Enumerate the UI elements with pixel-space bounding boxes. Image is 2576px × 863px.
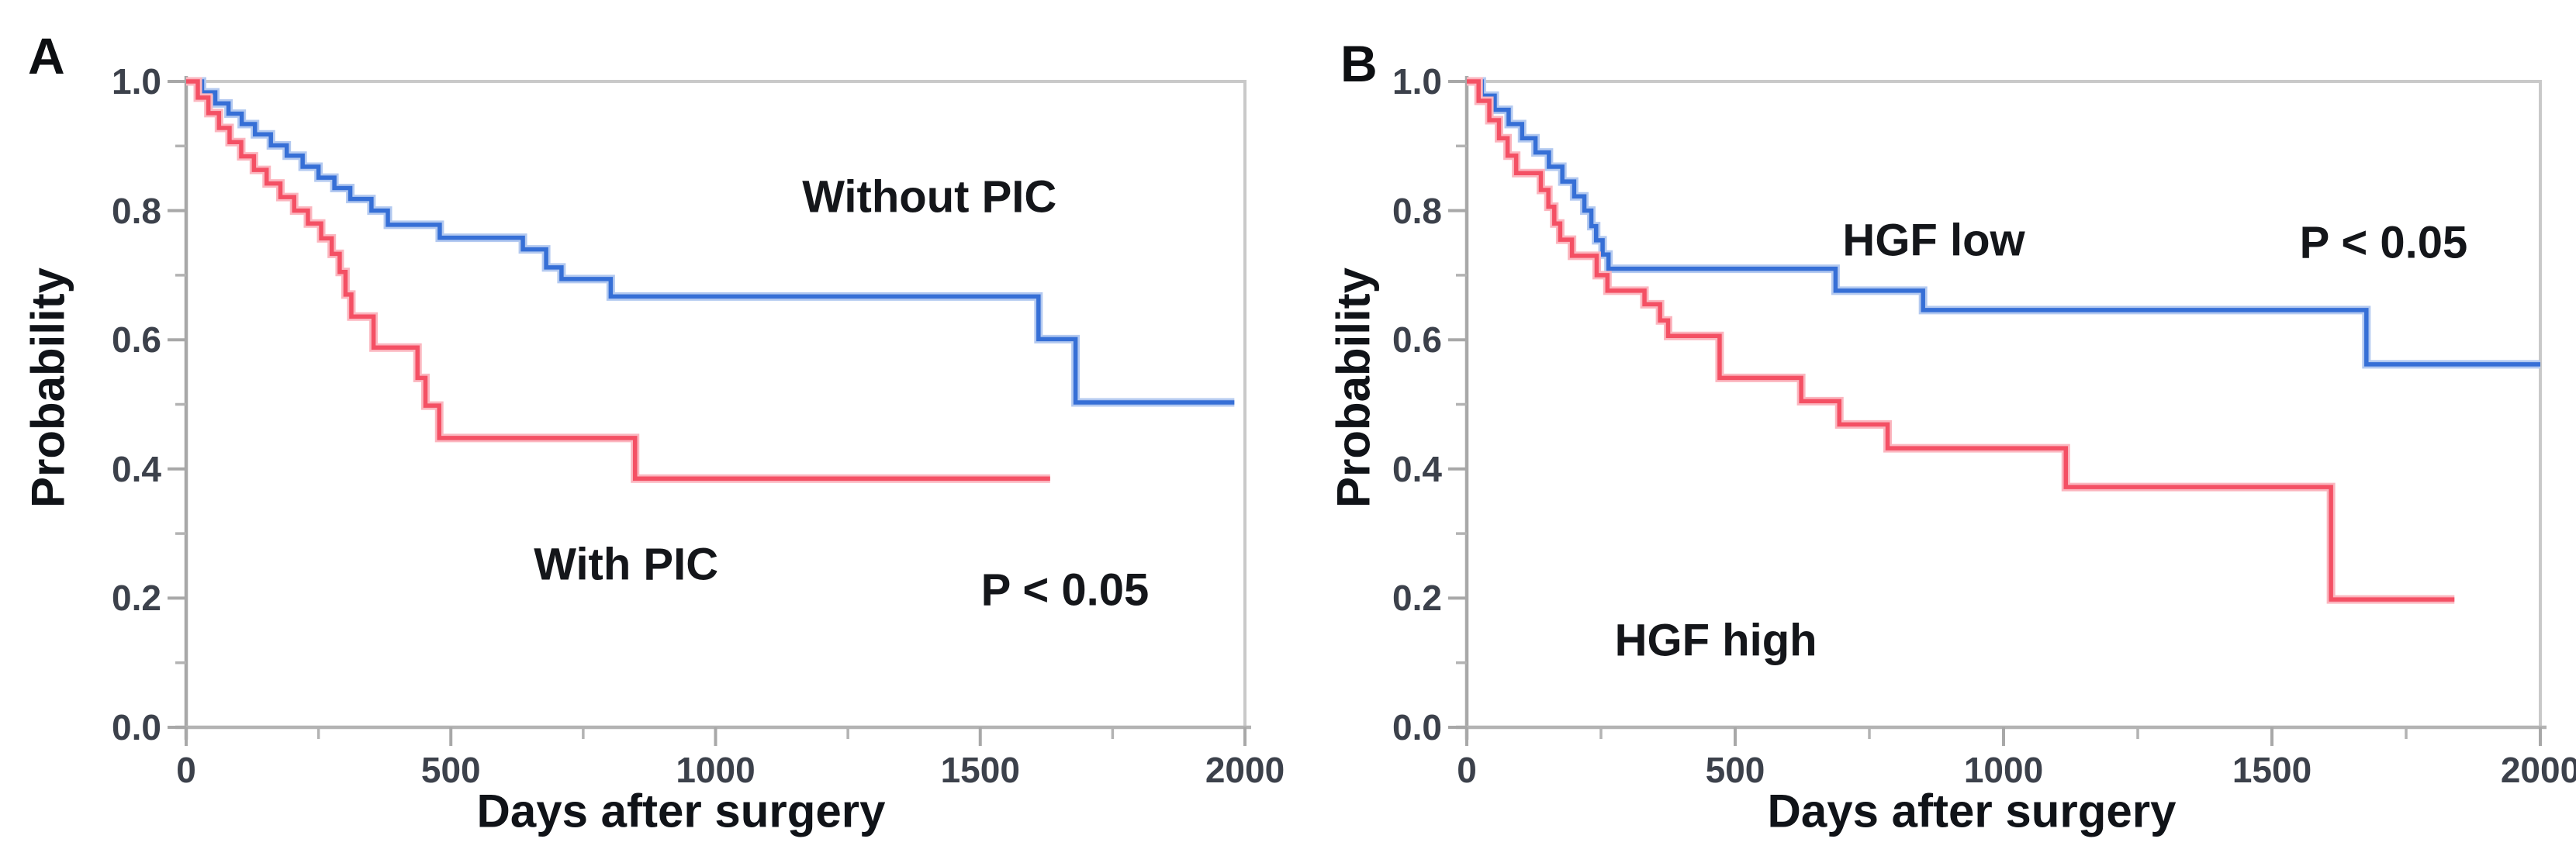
x-tick-label: 500 (420, 750, 481, 790)
panel-a-letter: A (28, 27, 65, 85)
plot-border (186, 80, 1247, 727)
survival-curve-hgf-low (1467, 79, 2540, 367)
y-tick-label: 0.8 (112, 190, 161, 231)
x-tick-label: 1500 (940, 750, 1020, 790)
panel-a-y-axis-title: Probability (22, 267, 74, 509)
survival-curve-without-pic (186, 79, 1235, 405)
panel-a-x-axis-title: Days after surgery (476, 785, 886, 837)
annotation-hgf-high: HGF high (1614, 615, 1817, 666)
survival-curve-with-pic (186, 79, 1050, 482)
x-tick-label: 1500 (2232, 750, 2312, 790)
y-tick-label: 0.0 (1392, 707, 1442, 747)
y-tick-label: 0.4 (112, 448, 161, 489)
y-tick-label: 0.2 (112, 578, 161, 619)
panel-b-letter: B (1340, 35, 1378, 92)
annotation-hgf-low: HGF low (1842, 215, 2025, 266)
annotation-p-value-panel-b: P < 0.05 (2299, 217, 2468, 268)
y-tick-label: 0.6 (112, 319, 161, 361)
y-tick-label: 0.2 (1392, 578, 1442, 619)
y-tick-label: 0.4 (1392, 448, 1442, 489)
y-tick-label: 0.0 (112, 707, 161, 747)
survival-curve-halo-hgf-high (1467, 77, 2455, 604)
x-tick-label: 500 (1705, 750, 1765, 790)
y-tick-label: 0.6 (1392, 319, 1442, 361)
x-tick-label: 0 (1457, 750, 1477, 790)
x-tick-label: 1000 (1963, 750, 2044, 790)
plot-border (1467, 80, 2542, 727)
panel-b-x-axis-title: Days after surgery (1767, 785, 2177, 837)
y-tick-label: 1.0 (1392, 61, 1442, 102)
survival-curve-halo-with-pic (186, 77, 1050, 483)
survival-curve-hgf-high (1467, 79, 2455, 602)
annotation-without-pic: Without PIC (802, 171, 1057, 223)
panel-b-y-axis-title: Probability (1327, 267, 1380, 509)
x-tick-label: 2000 (2500, 750, 2576, 790)
x-tick-label: 2000 (1205, 750, 1285, 790)
y-tick-label: 0.8 (1392, 190, 1442, 231)
x-tick-label: 1000 (676, 750, 756, 790)
x-tick-label: 0 (176, 750, 196, 790)
annotation-with-pic: With PIC (534, 539, 719, 590)
annotation-p-value-panel-a: P < 0.05 (980, 564, 1150, 616)
y-tick-label: 1.0 (112, 61, 161, 102)
